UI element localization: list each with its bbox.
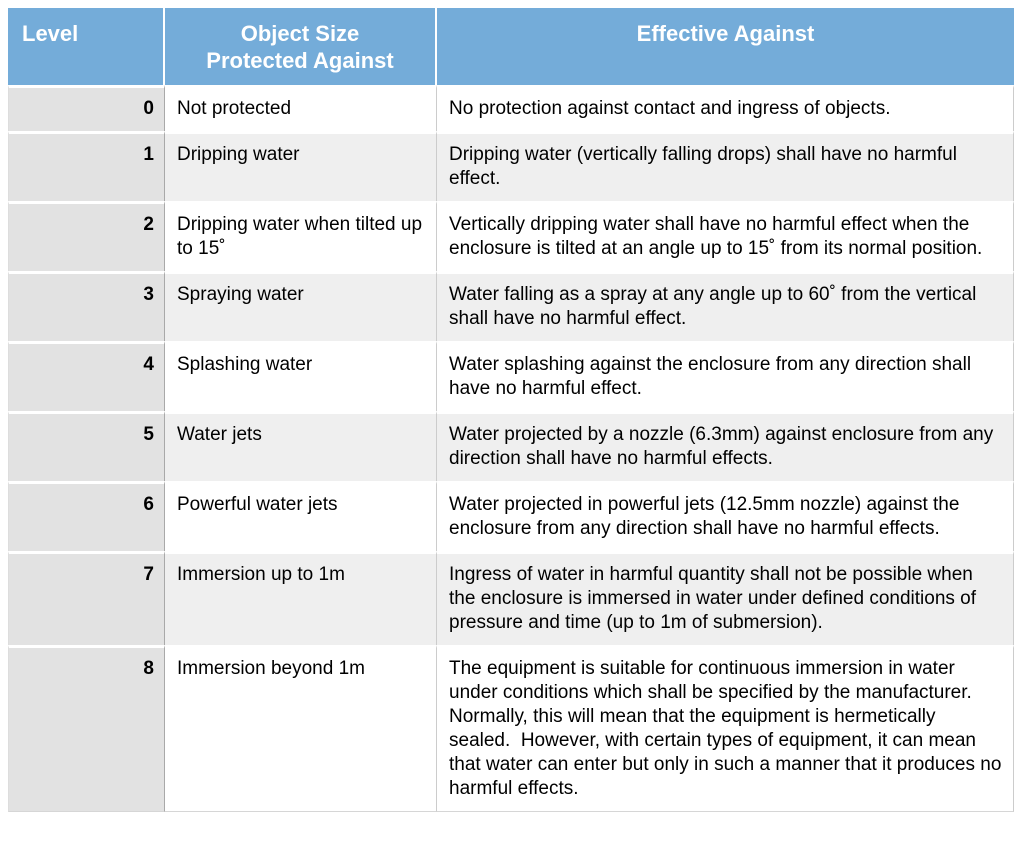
object-size-cell: Water jets [165, 411, 437, 481]
object-size-cell: Spraying water [165, 271, 437, 341]
object-size-cell: Immersion up to 1m [165, 551, 437, 645]
effective-against-cell: Water projected by a nozzle (6.3mm) agai… [437, 411, 1014, 481]
effective-against-cell: Vertically dripping water shall have no … [437, 201, 1014, 271]
effective-against-cell: Ingress of water in harmful quantity sha… [437, 551, 1014, 645]
header-row: Level Object Size Protected Against Effe… [8, 8, 1014, 85]
level-cell: 1 [8, 131, 165, 201]
object-size-cell: Splashing water [165, 341, 437, 411]
effective-against-cell: The equipment is suitable for continuous… [437, 645, 1014, 812]
header-object-size: Object Size Protected Against [165, 8, 437, 85]
object-size-cell: Not protected [165, 85, 437, 131]
level-cell: 7 [8, 551, 165, 645]
table-row: 0 Not protected No protection against co… [8, 85, 1014, 131]
effective-against-cell: No protection against contact and ingres… [437, 85, 1014, 131]
table-row: 7 Immersion up to 1m Ingress of water in… [8, 551, 1014, 645]
table-row: 8 Immersion beyond 1m The equipment is s… [8, 645, 1014, 812]
effective-against-cell: Water projected in powerful jets (12.5mm… [437, 481, 1014, 551]
level-cell: 8 [8, 645, 165, 812]
level-cell: 3 [8, 271, 165, 341]
level-cell: 5 [8, 411, 165, 481]
level-cell: 2 [8, 201, 165, 271]
table-row: 5 Water jets Water projected by a nozzle… [8, 411, 1014, 481]
level-cell: 0 [8, 85, 165, 131]
level-cell: 6 [8, 481, 165, 551]
table-row: 1 Dripping water Dripping water (vertica… [8, 131, 1014, 201]
effective-against-cell: Dripping water (vertically falling drops… [437, 131, 1014, 201]
header-effective-against: Effective Against [437, 8, 1014, 85]
level-cell: 4 [8, 341, 165, 411]
object-size-cell: Dripping water when tilted up to 15˚ [165, 201, 437, 271]
object-size-cell: Dripping water [165, 131, 437, 201]
table-row: 6 Powerful water jets Water projected in… [8, 481, 1014, 551]
table-row: 2 Dripping water when tilted up to 15˚ V… [8, 201, 1014, 271]
effective-against-cell: Water falling as a spray at any angle up… [437, 271, 1014, 341]
ip-water-protection-table: Level Object Size Protected Against Effe… [8, 8, 1014, 812]
object-size-cell: Immersion beyond 1m [165, 645, 437, 812]
table-row: 4 Splashing water Water splashing agains… [8, 341, 1014, 411]
header-level: Level [8, 8, 165, 85]
effective-against-cell: Water splashing against the enclosure fr… [437, 341, 1014, 411]
object-size-cell: Powerful water jets [165, 481, 437, 551]
table-row: 3 Spraying water Water falling as a spra… [8, 271, 1014, 341]
